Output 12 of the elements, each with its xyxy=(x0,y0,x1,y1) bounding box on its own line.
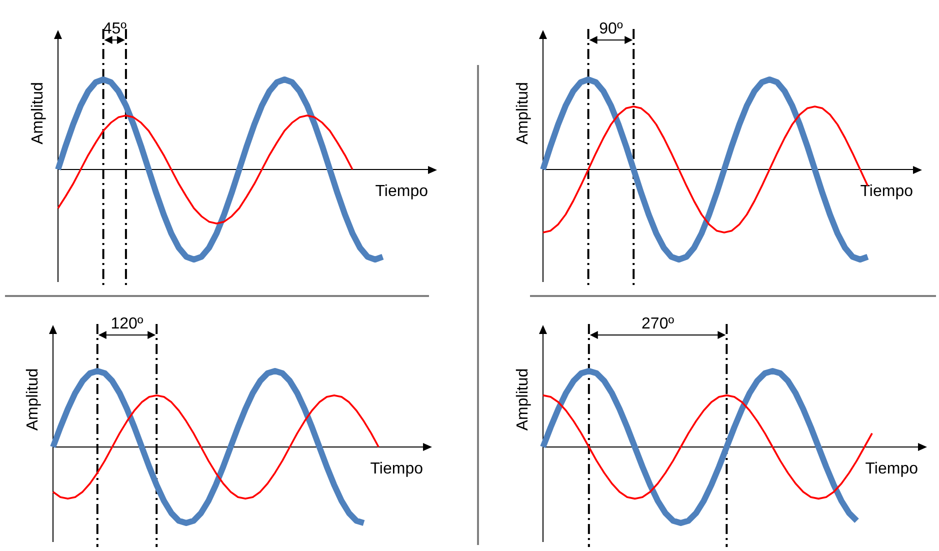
x-axis-title: Tiempo xyxy=(860,182,914,200)
x-axis-title: Tiempo xyxy=(375,182,428,200)
y-axis-title: Amplitud xyxy=(514,82,532,144)
x-axis-title: Tiempo xyxy=(370,460,424,478)
text: 120º xyxy=(110,315,144,332)
text: 90º xyxy=(599,20,623,38)
text: 45º xyxy=(102,20,127,38)
x-axis-title: Tiempo xyxy=(865,460,918,478)
y-axis-title: Amplitud xyxy=(24,368,42,431)
y-axis-title: Amplitud xyxy=(29,82,46,144)
text: 270º xyxy=(642,315,674,332)
y-axis-title: Amplitud xyxy=(514,368,532,431)
